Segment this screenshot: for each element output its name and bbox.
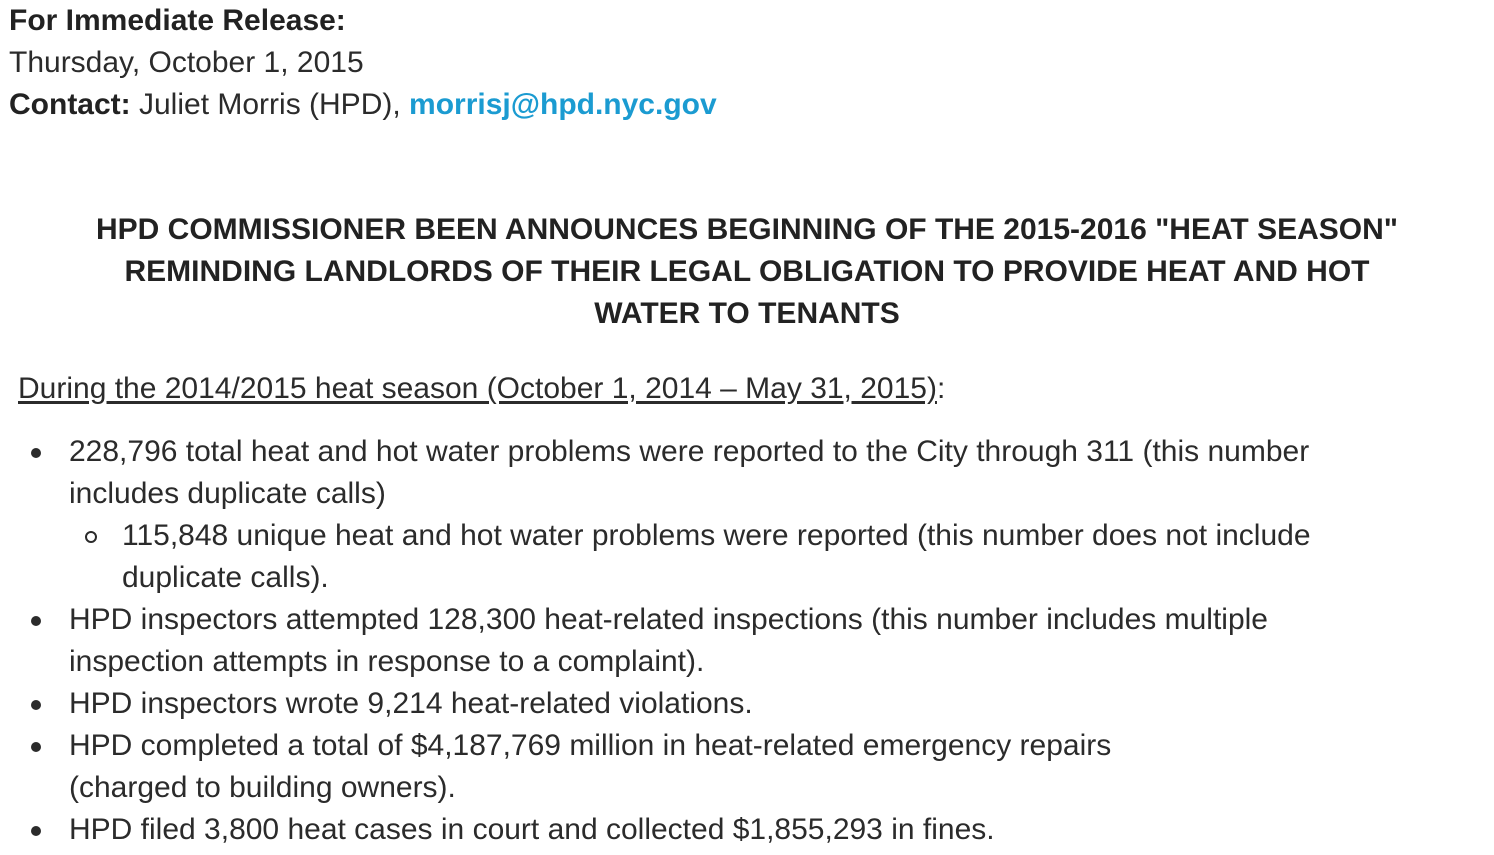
press-release-headline: HPD COMMISSIONER BEEN ANNOUNCES BEGINNIN… xyxy=(0,209,1494,335)
list-item: HPD filed 3,800 heat cases in court and … xyxy=(0,809,1494,851)
heat-season-intro: During the 2014/2015 heat season (Octobe… xyxy=(18,368,945,410)
bullet-icon xyxy=(31,826,41,836)
release-label-line: For Immediate Release: xyxy=(9,0,717,42)
list-item-line: inspection attempts in response to a com… xyxy=(69,645,705,678)
release-label: For Immediate Release: xyxy=(9,4,346,37)
list-item: HPD inspectors attempted 128,300 heat-re… xyxy=(0,599,1494,683)
contact-email-link[interactable]: morrisj@hpd.nyc.gov xyxy=(409,88,717,121)
heat-season-intro-colon: : xyxy=(936,372,946,405)
hollow-bullet-icon xyxy=(85,531,97,543)
sub-list-item: 115,848 unique heat and hot water proble… xyxy=(0,515,1494,599)
list-item: 228,796 total heat and hot water problem… xyxy=(0,431,1494,515)
list-item-line: includes duplicate calls) xyxy=(69,477,386,510)
list-item-line: 228,796 total heat and hot water problem… xyxy=(69,435,1310,468)
release-header: For Immediate Release: Thursday, October… xyxy=(9,0,717,126)
contact-label: Contact: xyxy=(9,88,131,121)
list-item-line: HPD inspectors wrote 9,214 heat-related … xyxy=(69,687,753,720)
heat-season-intro-text: During the 2014/2015 heat season (Octobe… xyxy=(18,372,937,405)
list-item-line: duplicate calls). xyxy=(122,561,329,594)
headline-line-2: REMINDING LANDLORDS OF THEIR LEGAL OBLIG… xyxy=(124,255,1370,288)
bullet-icon xyxy=(31,700,41,710)
headline-line-1: HPD COMMISSIONER BEEN ANNOUNCES BEGINNIN… xyxy=(96,213,1398,246)
list-item-line: HPD filed 3,800 heat cases in court and … xyxy=(69,813,995,846)
list-item-line: HPD inspectors attempted 128,300 heat-re… xyxy=(69,603,1268,636)
list-item-line: 115,848 unique heat and hot water proble… xyxy=(122,519,1311,552)
release-date-line: Thursday, October 1, 2015 xyxy=(9,42,717,84)
list-item-line: (charged to building owners). xyxy=(69,771,456,804)
contact-name: Juliet Morris (HPD), xyxy=(139,88,401,121)
bullet-icon xyxy=(31,616,41,626)
bullet-icon xyxy=(31,448,41,458)
list-item-line: HPD completed a total of $4,187,769 mill… xyxy=(69,729,1112,762)
list-item: HPD inspectors wrote 9,214 heat-related … xyxy=(0,683,1494,725)
bullet-icon xyxy=(31,742,41,752)
list-item: HPD completed a total of $4,187,769 mill… xyxy=(0,725,1494,809)
contact-line: Contact: Juliet Morris (HPD), morrisj@hp… xyxy=(9,84,717,126)
heat-season-facts-list: 228,796 total heat and hot water problem… xyxy=(0,431,1494,851)
release-date: Thursday, October 1, 2015 xyxy=(9,46,364,79)
headline-line-3: WATER TO TENANTS xyxy=(594,297,900,330)
